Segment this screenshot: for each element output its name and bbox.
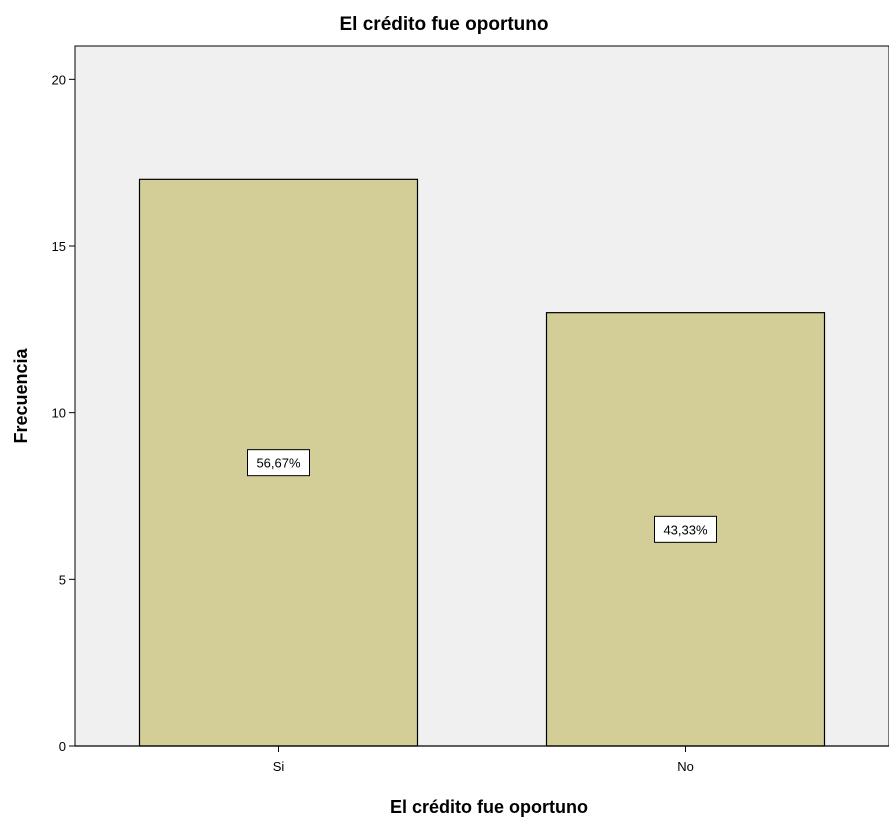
data-label-si: 56,67% xyxy=(256,456,301,471)
y-tick-label-20: 20 xyxy=(52,72,66,87)
chart-marks: 0 5 10 15 20 Si 56,67% No 43,33% xyxy=(52,72,889,774)
y-tick-label-10: 10 xyxy=(52,406,66,421)
data-label-box-no xyxy=(654,515,717,543)
x-axis-title: El crédito fue oportuno xyxy=(390,797,588,817)
x-tick-label-no: No xyxy=(677,759,694,774)
y-tick-label-0: 0 xyxy=(59,739,66,754)
chart-title: El crédito fue oportuno xyxy=(340,14,549,35)
data-label-box-si xyxy=(247,449,310,477)
y-axis-title: Frecuencia xyxy=(11,347,31,443)
data-label-no: 43,33% xyxy=(663,522,708,537)
y-tick-label-15: 15 xyxy=(52,239,66,254)
y-tick-label-5: 5 xyxy=(59,572,66,587)
x-tick-label-si: Si xyxy=(273,759,285,774)
